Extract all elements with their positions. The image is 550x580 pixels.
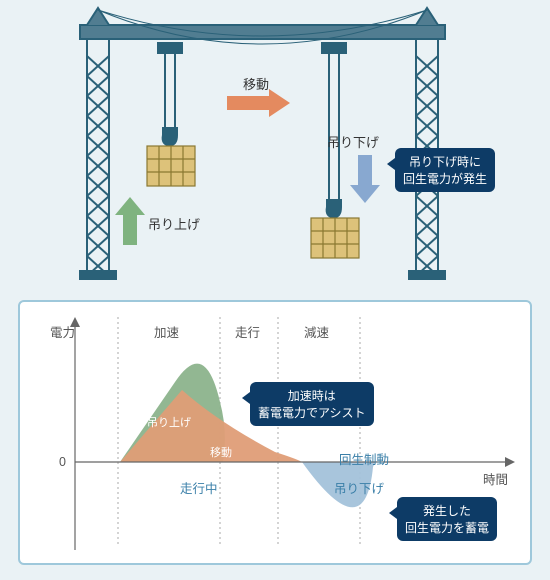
store-bubble: 発生した 回生電力を蓄電 [397, 497, 497, 541]
travel-label: 走行 [235, 322, 260, 341]
regen-bubble: 吊り下げ時に 回生電力が発生 [395, 148, 495, 192]
lower-label: 吊り下げ [327, 132, 379, 151]
raise-area-label: 吊り上げ [147, 414, 191, 430]
zero-label: 0 [59, 455, 66, 469]
move-area-label: 移動 [210, 444, 232, 460]
chart-panel: 電力 0 時間 加速 走行 減速 吊り上げ 移動 走行中 回生制動 吊り下げ 加… [18, 300, 532, 565]
decel-label: 減速 [304, 322, 329, 341]
x-axis-label: 時間 [483, 469, 508, 488]
assist-bubble: 加速時は 蓄電電力でアシスト [250, 382, 374, 426]
move-label: 移動 [243, 74, 269, 93]
move-arrow-icon [227, 89, 290, 117]
y-axis-label: 電力 [50, 322, 75, 341]
raise-label: 吊り上げ [148, 214, 200, 233]
crane-diagram: 移動 吊り下げ 吊り上げ 吊り下げ時に 回生電力が発生 [0, 0, 550, 295]
regen-label: 回生制動 [339, 449, 389, 468]
accel-label: 加速 [154, 322, 179, 341]
running-label: 走行中 [180, 478, 218, 497]
up-arrow-icon [115, 197, 145, 245]
down-arrow-icon [350, 155, 380, 203]
lower-area-label: 吊り下げ [334, 478, 384, 497]
